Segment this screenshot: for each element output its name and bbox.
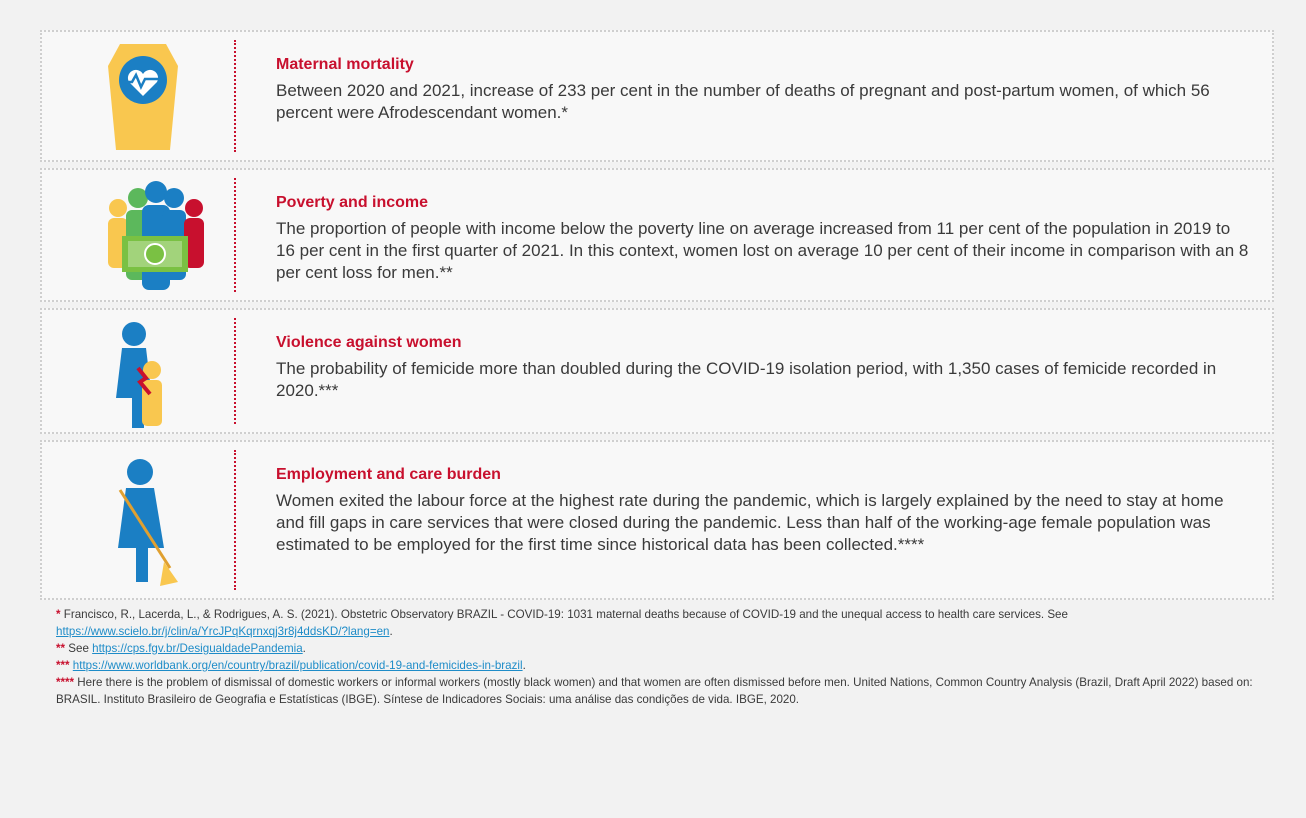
note-text: See bbox=[68, 642, 89, 655]
note-tail: . bbox=[523, 659, 526, 672]
link[interactable]: https://www.scielo.br/j/clin/a/YrcJPqKqr… bbox=[56, 625, 389, 638]
sweeping-icon bbox=[98, 450, 208, 590]
note-text: Here there is the problem of dismissal o… bbox=[56, 676, 1253, 706]
marker: **** bbox=[56, 676, 74, 689]
footnote: ** See https://cps.fgv.br/DesigualdadePa… bbox=[56, 640, 1256, 657]
item-box: Employment and care burden Women exited … bbox=[40, 440, 1274, 600]
heading: Poverty and income bbox=[276, 194, 428, 212]
footnotes: * Francisco, R., Lacerda, L., & Rodrigue… bbox=[56, 606, 1256, 708]
item-box: Violence against women The probability o… bbox=[40, 308, 1274, 434]
marker: *** bbox=[56, 659, 70, 672]
note-tail: . bbox=[303, 642, 306, 655]
footnote: *** https://www.worldbank.org/en/country… bbox=[56, 657, 1256, 674]
separator bbox=[234, 450, 236, 590]
body-text: Women exited the labour force at the hig… bbox=[276, 490, 1251, 556]
link[interactable]: https://cps.fgv.br/DesigualdadePandemia bbox=[92, 642, 303, 655]
separator bbox=[234, 318, 236, 424]
separator bbox=[234, 178, 236, 292]
body-text: The proportion of people with income bel… bbox=[276, 218, 1251, 284]
heading: Violence against women bbox=[276, 334, 462, 352]
marker: ** bbox=[56, 642, 65, 655]
page: Maternal mortality Between 2020 and 2021… bbox=[0, 0, 1306, 818]
body-text: Between 2020 and 2021, increase of 233 p… bbox=[276, 80, 1251, 124]
marker: * bbox=[56, 608, 61, 621]
footnote: **** Here there is the problem of dismis… bbox=[56, 674, 1256, 708]
people-money-icon bbox=[98, 178, 218, 298]
heading: Employment and care burden bbox=[276, 466, 501, 484]
item-box: Maternal mortality Between 2020 and 2021… bbox=[40, 30, 1274, 162]
note-text: Francisco, R., Lacerda, L., & Rodrigues,… bbox=[64, 608, 1068, 621]
footnote: * Francisco, R., Lacerda, L., & Rodrigue… bbox=[56, 606, 1256, 640]
note-tail: . bbox=[389, 625, 392, 638]
heading: Maternal mortality bbox=[276, 56, 414, 74]
separator bbox=[234, 40, 236, 152]
body-text: The probability of femicide more than do… bbox=[276, 358, 1251, 402]
coffin-icon bbox=[98, 40, 208, 154]
violence-icon bbox=[98, 318, 208, 432]
link[interactable]: https://www.worldbank.org/en/country/bra… bbox=[73, 659, 523, 672]
item-box: Poverty and income The proportion of peo… bbox=[40, 168, 1274, 302]
